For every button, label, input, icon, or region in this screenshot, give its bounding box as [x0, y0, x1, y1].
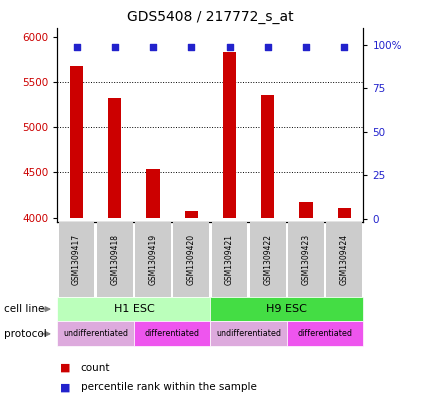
Title: GDS5408 / 217772_s_at: GDS5408 / 217772_s_at	[127, 10, 294, 24]
Text: percentile rank within the sample: percentile rank within the sample	[81, 382, 257, 393]
Text: H9 ESC: H9 ESC	[266, 304, 307, 314]
Bar	[261, 95, 275, 217]
Point	[188, 44, 195, 50]
Text: GSM1309417: GSM1309417	[72, 234, 81, 285]
Bar	[223, 52, 236, 217]
Text: GSM1309422: GSM1309422	[263, 234, 272, 285]
Text: differentiated: differentiated	[298, 329, 353, 338]
Text: differentiated: differentiated	[144, 329, 200, 338]
Point	[111, 44, 118, 50]
Bar	[146, 169, 160, 217]
Text: undifferentiated: undifferentiated	[216, 329, 281, 338]
Bar	[337, 208, 351, 217]
Bar	[108, 98, 122, 217]
Text: GSM1309419: GSM1309419	[148, 234, 158, 285]
Text: GSM1309420: GSM1309420	[187, 234, 196, 285]
Text: H1 ESC: H1 ESC	[113, 304, 154, 314]
Text: GSM1309424: GSM1309424	[340, 234, 349, 285]
Text: undifferentiated: undifferentiated	[63, 329, 128, 338]
Text: cell line: cell line	[4, 304, 45, 314]
Text: GSM1309423: GSM1309423	[301, 234, 311, 285]
Text: ■: ■	[60, 382, 70, 393]
Point	[303, 44, 309, 50]
Point	[73, 44, 80, 50]
Text: ■: ■	[60, 363, 70, 373]
Bar	[184, 211, 198, 217]
Text: GSM1309418: GSM1309418	[110, 234, 119, 285]
Point	[264, 44, 271, 50]
Point	[226, 44, 233, 50]
Bar	[299, 202, 313, 217]
Text: protocol: protocol	[4, 329, 47, 339]
Point	[341, 44, 348, 50]
Bar	[70, 66, 83, 217]
Text: count: count	[81, 363, 110, 373]
Point	[150, 44, 156, 50]
Text: GSM1309421: GSM1309421	[225, 234, 234, 285]
